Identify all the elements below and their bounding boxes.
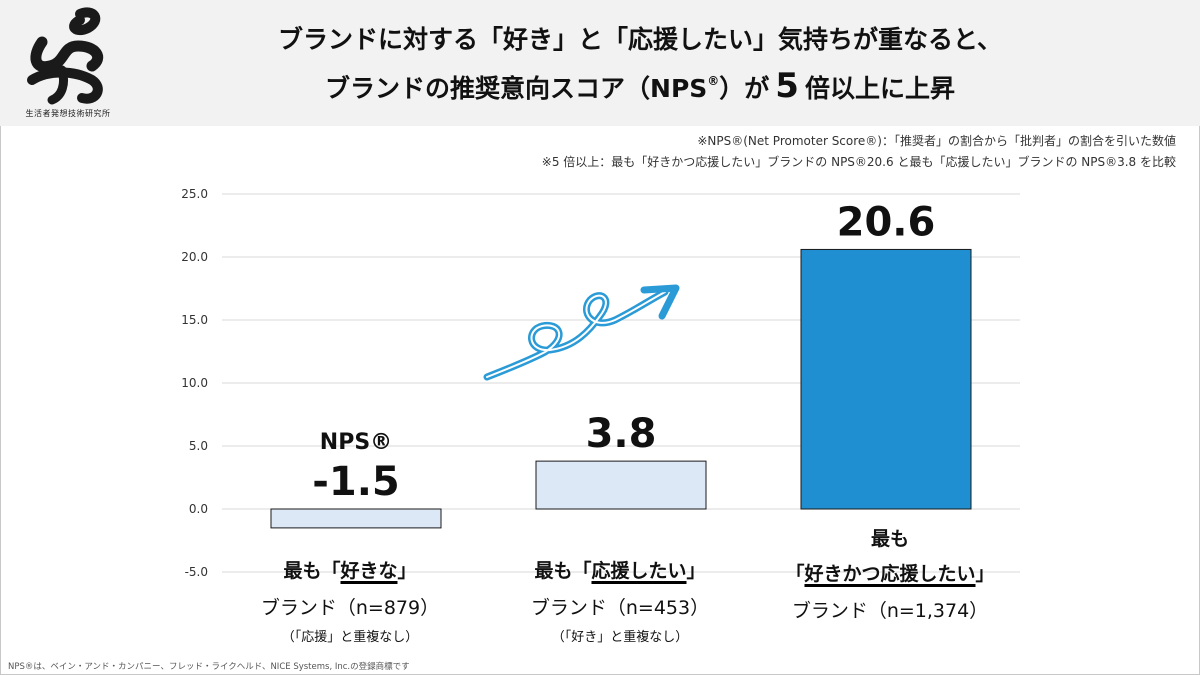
- y-tick-label: 15.0: [181, 313, 208, 327]
- comparison-note: ※5 倍以上：最も「好きかつ応援したい」ブランドの NPS®20.6 と最も「応…: [541, 155, 1176, 169]
- title-line-2-a: ブランドの推奨意向スコア（NPS: [325, 74, 708, 103]
- value-labels: -1.5 NPS® 3.8 20.6: [312, 199, 935, 505]
- category-label-support: 最も「応援したい」 ブランド（n=453） （「好き」と重複なし）: [500, 556, 740, 645]
- registered-mark: ®: [707, 74, 720, 88]
- title-line-2: ブランドの推奨意向スコア（NPS®）が 5 倍以上に上昇: [150, 66, 1130, 106]
- category-highlight: 好きな: [340, 560, 398, 582]
- category-sub: ブランド（n=879）: [260, 597, 440, 619]
- trademark-footnote: NPS®は、ベイン・アンド・カンパニー、フレッド・ライクヘルド、NICE Sys…: [8, 662, 410, 672]
- category-main: 最も「応援したい」: [534, 560, 706, 582]
- y-tick-label: 25.0: [181, 187, 208, 201]
- category-highlight: 応援したい: [591, 560, 687, 582]
- bars: [270, 248, 972, 529]
- upward-arrow-icon: [483, 284, 680, 381]
- definition-note: ※NPS®(Net Promoter Score®)：「推奨者」の割合から「批判…: [697, 134, 1176, 148]
- title-line-1: ブランドに対する「好き」と「応援したい」気持ちが重なると、: [277, 25, 1002, 54]
- y-tick-label: 10.0: [181, 376, 208, 390]
- category-sub: ブランド（n=1,374）: [791, 600, 989, 622]
- category-label-liked: 最も「好きな」 ブランド（n=879） （「応援」と重複なし）: [230, 556, 470, 645]
- logo-mark-icon: [27, 7, 104, 105]
- category-main: 最も「好きな」: [283, 560, 417, 582]
- y-tick-label: 5.0: [189, 439, 208, 453]
- value-label: 3.8: [586, 411, 657, 457]
- category-label-both: 最も 「好きかつ応援したい」 ブランド（n=1,374）: [755, 524, 1025, 623]
- header-band: 生活者発想技術研究所 ブランドに対する「好き」と「応援したい」気持ちが重なると、…: [0, 0, 1200, 126]
- title-line-2-b: ）が: [719, 74, 770, 103]
- bar: [800, 248, 972, 510]
- category-line0: 最も: [870, 528, 909, 550]
- y-tick-label: 0.0: [189, 502, 208, 516]
- bar: [535, 460, 707, 510]
- y-axis-ticks: 25.0 20.0 15.0 10.0 5.0 0.0 -5.0: [181, 187, 208, 579]
- category-note: （「応援」と重複なし）: [281, 630, 419, 645]
- logo-text: 生活者発想技術研究所: [25, 109, 111, 118]
- bar: [270, 508, 442, 529]
- y-tick-label: -5.0: [185, 565, 208, 579]
- category-note: （「好き」と重複なし）: [551, 630, 689, 645]
- value-label-prefix: NPS®: [320, 430, 392, 455]
- title-big-number: 5: [775, 66, 799, 106]
- category-highlight: 好きかつ応援したい: [804, 563, 976, 585]
- y-tick-label: 20.0: [181, 250, 208, 264]
- category-sub: ブランド（n=453）: [530, 597, 710, 619]
- category-main: 「好きかつ応援したい」: [785, 563, 995, 585]
- value-label: 20.6: [837, 199, 936, 245]
- value-label: -1.5: [312, 459, 399, 505]
- title-line-2-c: 倍以上に上昇: [804, 74, 955, 103]
